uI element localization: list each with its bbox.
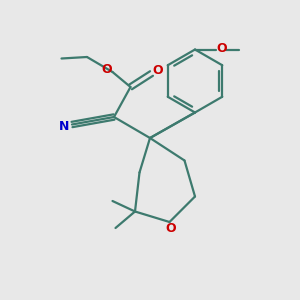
Text: N: N [59, 120, 69, 133]
Text: O: O [166, 221, 176, 235]
Text: O: O [217, 42, 227, 56]
Text: O: O [101, 63, 112, 76]
Text: O: O [153, 64, 164, 77]
